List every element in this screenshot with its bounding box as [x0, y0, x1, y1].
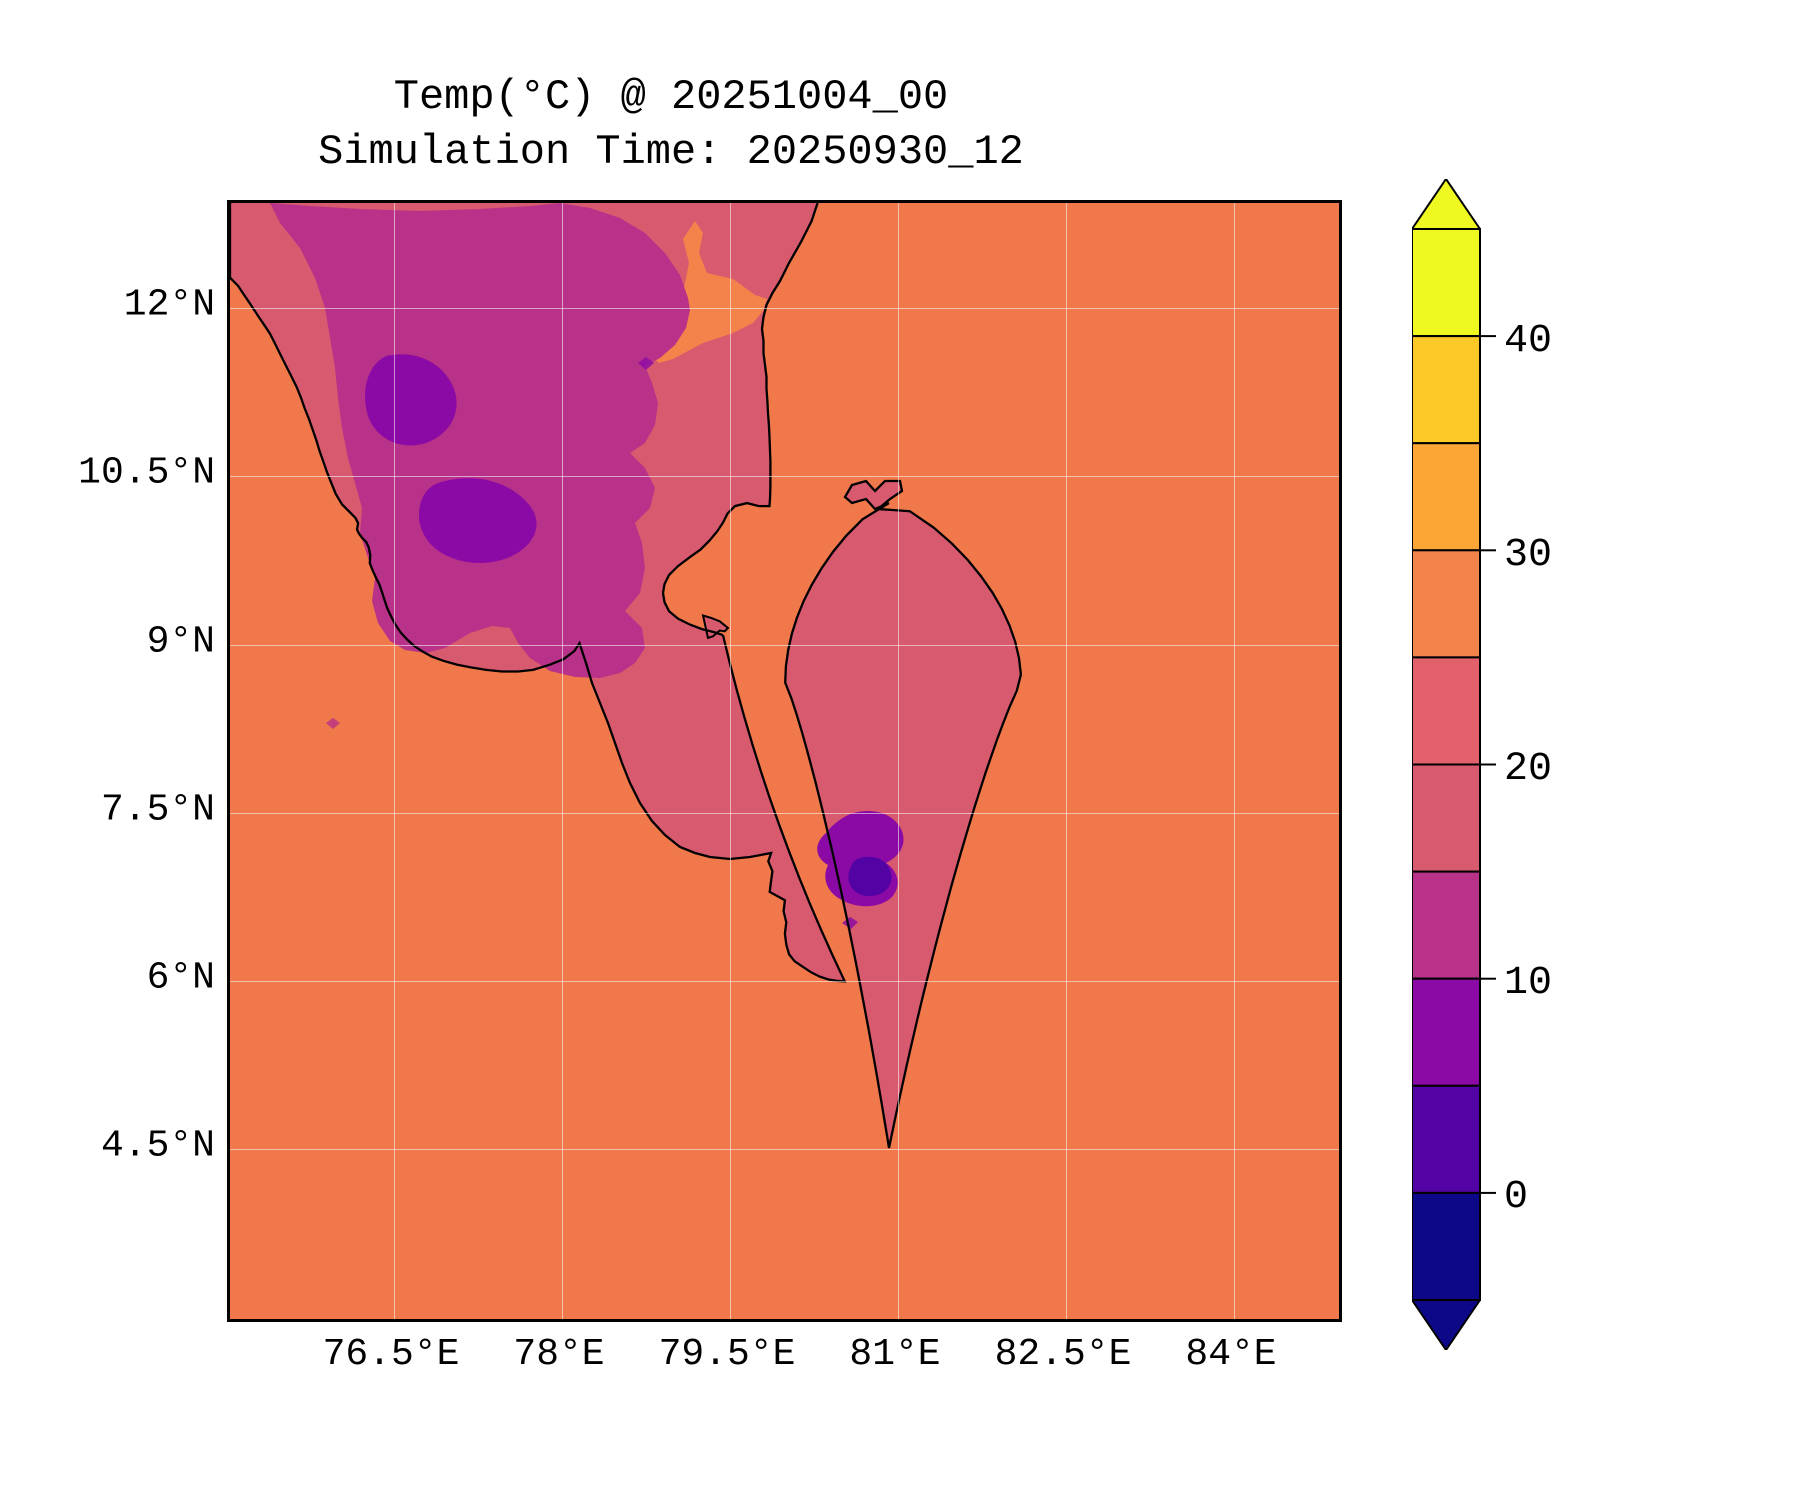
svg-text:30: 30 [1504, 533, 1552, 578]
svg-text:0: 0 [1504, 1175, 1528, 1220]
svg-text:40: 40 [1504, 319, 1552, 364]
svg-text:20: 20 [1504, 747, 1552, 792]
svg-text:10: 10 [1504, 961, 1552, 1006]
